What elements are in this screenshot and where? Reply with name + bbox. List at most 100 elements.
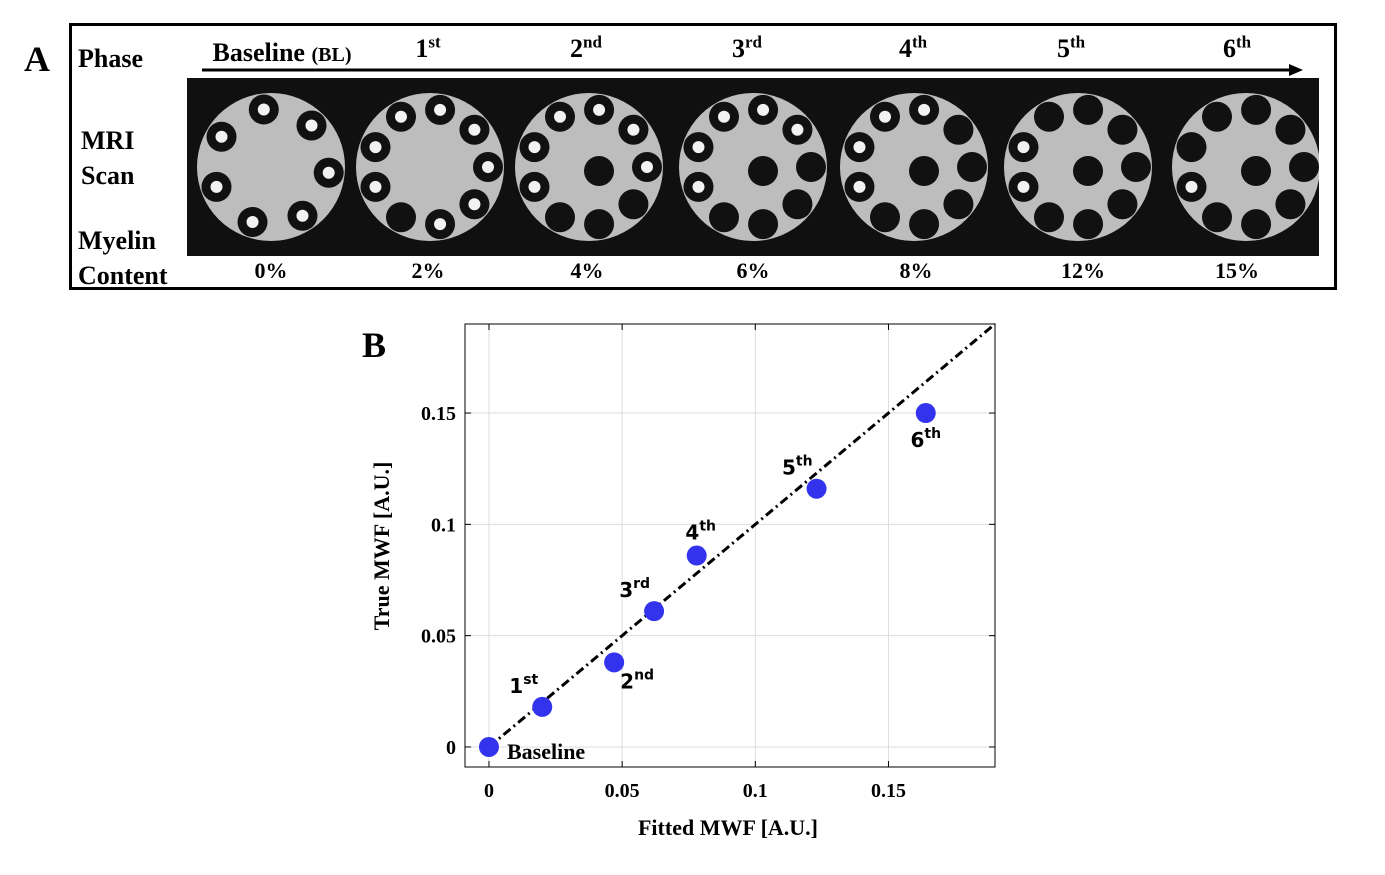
data-point [604,652,625,673]
phase-main: 3 [732,34,745,63]
vial [1241,156,1271,186]
phantom-image [840,93,988,241]
panel-a-letter: A [24,39,50,79]
vial [782,189,813,220]
phase-label-5: 5th [1056,33,1085,63]
phase-label-2: 2nd [570,33,602,63]
vial-core [853,180,866,193]
vial [1202,101,1232,132]
vial-core [246,215,259,228]
vial [1107,114,1138,145]
phantom-image [679,93,827,241]
vial-core [1017,180,1030,193]
point-label: Baseline [507,739,585,764]
phase-suffix: st [428,32,441,52]
point-label-main: Baseline [507,739,585,764]
grid [465,324,995,767]
myelin-value-6: 15% [1215,258,1259,283]
y-axis-label: True MWF [A.U.] [369,462,394,631]
vial [1202,202,1232,233]
vial [1275,189,1306,220]
vial [1241,94,1272,125]
phantom-image [1172,93,1320,241]
vial [870,202,900,233]
vial-core [468,123,481,136]
vial [748,156,778,186]
data-point [806,478,827,499]
vial [1176,132,1207,163]
row-label-phase: Phase [78,44,143,73]
vial [796,152,826,182]
vial-core [593,103,606,116]
y-tick-label: 0.1 [431,514,456,536]
mri-scan-images [197,93,1320,241]
myelin-value-3: 6% [736,258,770,283]
data-point [915,403,936,424]
data-point [686,545,707,566]
vial-core [1017,141,1030,154]
vial-core [918,103,931,116]
vial-core [692,180,705,193]
vial-core [641,161,653,173]
vial-core [554,110,566,123]
phase-main: 5 [1056,34,1070,63]
point-label: 4th [685,519,716,545]
row-label-mri: MRI [81,126,135,155]
phase-label-4: 4th [899,33,927,62]
point-label-sup: th [699,519,716,535]
data-point [478,736,499,757]
mri-scan-strip [187,78,1320,256]
phase-arrow [202,64,1303,76]
phase-main: 2 [570,34,584,63]
vial [545,202,575,233]
phase-suffix: th [1069,32,1086,52]
point-label-main: 2 [620,669,634,693]
point-label: 6th [910,426,941,452]
row-label-scan: Scan [81,161,135,190]
vial-core [692,141,705,154]
point-label: 2nd [620,667,654,693]
point-label-sup: st [523,672,538,688]
vial-core [369,180,382,193]
vial-core [528,141,541,154]
vial-core [434,103,447,116]
vial [1289,152,1319,182]
point-label: 3rd [619,576,650,602]
myelin-value-2: 4% [570,258,604,283]
y-tick-label: 0 [446,737,456,759]
vial-core [296,209,309,222]
vial [748,209,779,240]
vial-core [853,141,866,154]
vial [1241,209,1272,240]
vial [1107,189,1138,220]
vial [1275,114,1306,145]
point-label-main: 4 [685,521,699,545]
phase-label-3: 3rd [732,33,762,63]
point-label-sup: th [924,426,941,442]
phantom-image [515,93,663,241]
vial-core [627,123,640,136]
vial-core [369,141,382,154]
vial [618,189,649,220]
point-label-sup: rd [633,576,650,592]
vial [1034,101,1064,132]
vial [943,114,974,145]
row-label-myelin: Myelin [78,226,156,255]
vial-core [210,180,223,193]
point-label-main: 1 [509,674,523,698]
vial [943,189,974,220]
point-label-sup: nd [634,667,654,683]
point-label-sup: th [796,454,813,470]
point-label-main: 6 [910,428,924,452]
phase-main: 1 [415,34,429,63]
data-point [644,601,665,622]
phase-main: 6 [1222,34,1236,63]
phase-suffix: (BL) [311,44,352,66]
vial-core [791,123,804,136]
phantom-image [1004,93,1152,241]
phase-label-6: 6th [1222,33,1251,63]
phase-suffix: th [911,32,928,52]
vial-core [395,110,407,123]
ticks: 0 0.05 0.1 0.15 0 0.05 0.1 0.15 [421,324,995,802]
